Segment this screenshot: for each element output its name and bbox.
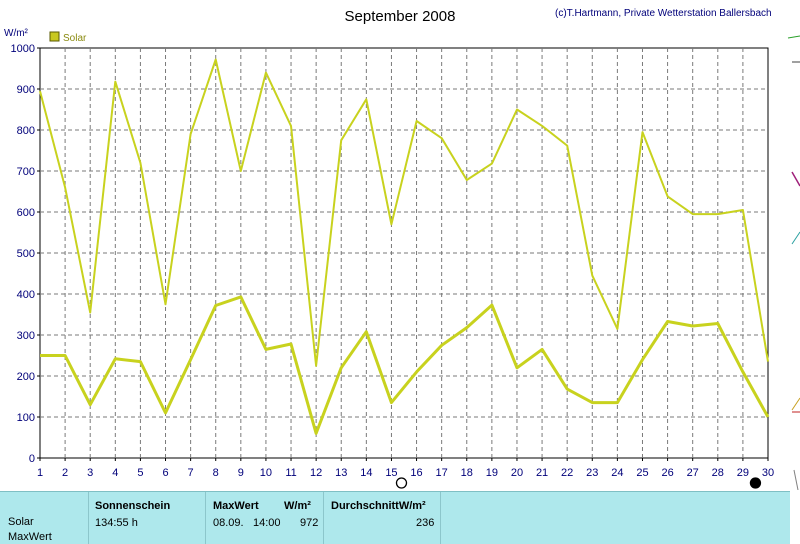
x-tick-label: 22 [561, 467, 573, 479]
sunshine-value: 134:55 h [95, 517, 138, 529]
y-axis-unit: W/m² [4, 28, 29, 39]
copyright-text: (c)T.Hartmann, Private Wetterstation Bal… [555, 8, 772, 19]
x-tick-label: 30 [762, 467, 774, 479]
sunshine-header: Sonnenschein [95, 500, 171, 512]
y-tick-label: 100 [17, 412, 35, 424]
y-tick-label: 600 [17, 207, 35, 219]
average-column: DurchschnittW/m² 236 [323, 492, 441, 544]
y-tick-label: 300 [17, 330, 35, 342]
y-tick-label: 400 [17, 289, 35, 301]
chart-title: September 2008 [345, 8, 456, 25]
row-label-solar: Solar [8, 516, 34, 528]
full-moon-icon [749, 477, 762, 489]
max-column: MaxWert W/m² 08.09. 14:00 972 [205, 492, 324, 544]
max-header: MaxWert [213, 500, 259, 512]
grid [39, 47, 769, 459]
x-tick-label: 18 [461, 467, 473, 479]
x-axis-ticks: 1 2 3 4 5 6 7 8 9 10 11 12 13 14 15 16 17 18 19 20 21 22 23 24 2… [37, 458, 774, 479]
x-tick-label: 7 [188, 467, 194, 479]
x-tick-label: 3 [87, 467, 93, 479]
y-tick-label: 200 [17, 371, 35, 383]
x-tick-label: 2 [62, 467, 68, 479]
x-tick-label: 13 [335, 467, 347, 479]
x-tick-label: 12 [310, 467, 322, 479]
x-tick-label: 23 [586, 467, 598, 479]
max-value: 972 [300, 517, 319, 529]
new-moon-icon [395, 477, 408, 489]
x-tick-label: 25 [636, 467, 648, 479]
max-unit: W/m² [284, 500, 311, 512]
x-tick-label: 24 [611, 467, 623, 479]
x-tick-label: 27 [687, 467, 699, 479]
y-tick-label: 1000 [11, 43, 35, 55]
x-tick-label: 11 [285, 467, 296, 479]
legend-swatch [49, 31, 60, 42]
y-tick-label: 900 [17, 84, 35, 96]
series-line-average [40, 295, 770, 435]
x-tick-label: 17 [436, 467, 448, 479]
max-date: 08.09. [213, 517, 244, 529]
x-tick-label: 19 [486, 467, 498, 479]
series-line-max [39, 58, 769, 367]
x-tick-label: 10 [260, 467, 272, 479]
x-tick-label: 1 [37, 467, 43, 479]
x-tick-label: 14 [360, 467, 372, 479]
x-tick-label: 15 [385, 467, 397, 479]
summary-panel: Sonnenschein 134:55 h MaxWert W/m² 08.09… [0, 491, 790, 544]
chart-area: September 2008 (c)T.Hartmann, Private We… [4, 8, 800, 491]
max-time: 14:00 [253, 517, 281, 529]
x-tick-label: 20 [511, 467, 523, 479]
empty-column [440, 492, 790, 544]
x-tick-label: 5 [137, 467, 143, 479]
y-tick-label: 700 [17, 166, 35, 178]
legend-label: Solar [63, 33, 87, 44]
row-label-max: MaxWert [8, 531, 52, 543]
x-tick-label: 21 [536, 467, 548, 479]
average-value: 236 [416, 517, 435, 529]
x-tick-label: 29 [737, 467, 749, 479]
y-tick-label: 800 [17, 125, 35, 137]
y-tick-label: 0 [29, 453, 35, 465]
x-tick-label: 6 [162, 467, 168, 479]
solar-chart: September 2008 (c)T.Hartmann, Private We… [4, 8, 800, 491]
moon-markers [395, 477, 762, 489]
average-header: DurchschnittW/m² [331, 500, 426, 512]
y-tick-label: 500 [17, 248, 35, 260]
data-lines [39, 58, 770, 435]
x-tick-label: 28 [712, 467, 724, 479]
sunshine-column: Sonnenschein 134:55 h [88, 492, 206, 544]
x-tick-label: 8 [213, 467, 219, 479]
y-axis-ticks: 0 100 200 300 400 500 600 700 800 900 1000 [11, 43, 40, 465]
x-tick-label: 26 [661, 467, 673, 479]
x-tick-label: 16 [410, 467, 422, 479]
right-edge-traces [787, 35, 800, 491]
x-tick-label: 4 [112, 467, 118, 479]
x-tick-label: 9 [238, 467, 244, 479]
